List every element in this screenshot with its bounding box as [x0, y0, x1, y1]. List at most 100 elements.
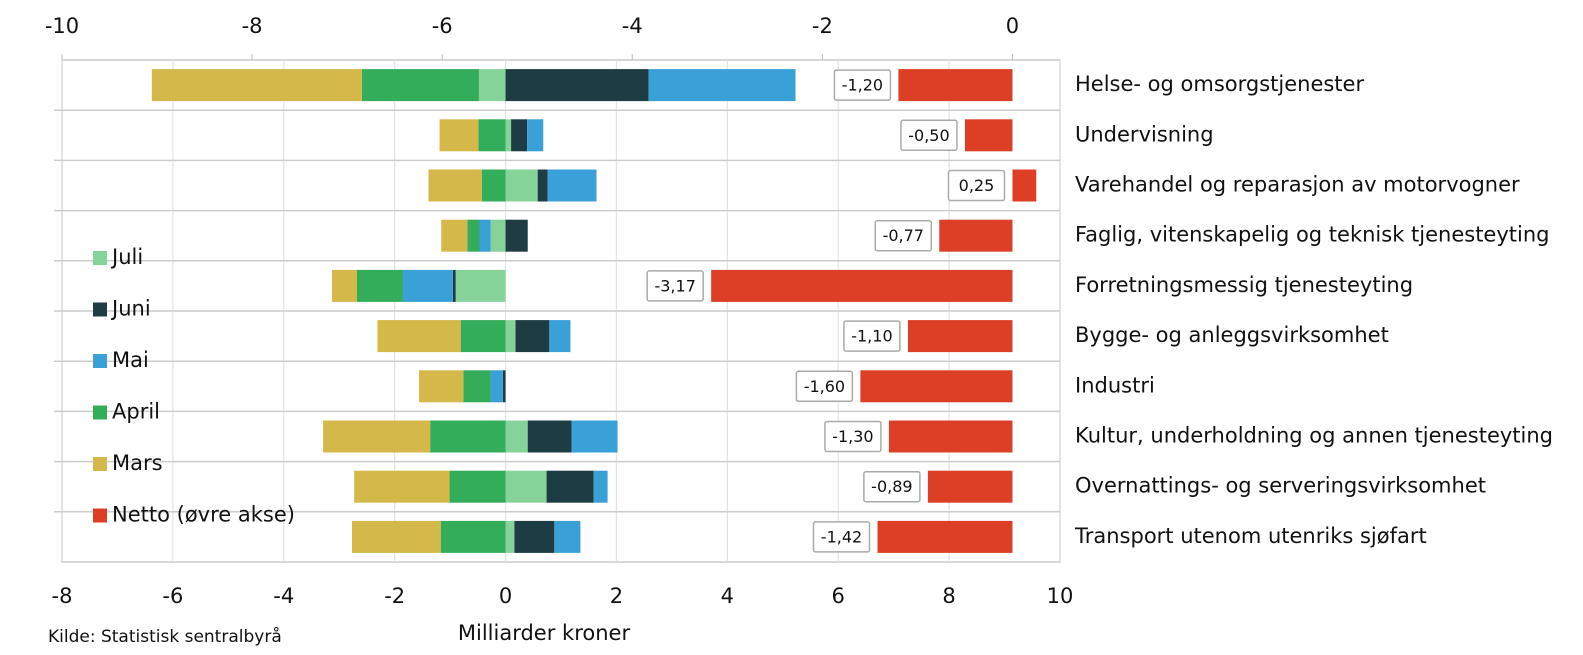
netto-bar	[927, 470, 1013, 503]
value-label-box	[843, 320, 901, 352]
category-label: Transport utenom utenriks sjøfart	[1074, 524, 1427, 548]
legend-swatch	[93, 302, 107, 317]
value-label-box	[874, 219, 933, 252]
value-label: -1,30	[832, 427, 873, 446]
legend-swatch	[93, 251, 107, 265]
bar-segment	[514, 520, 555, 553]
bar-segment	[463, 370, 491, 403]
bar-segment	[515, 320, 550, 353]
bar-segment	[419, 370, 464, 403]
bar-segment	[402, 269, 453, 302]
legend-label: Juli	[110, 245, 143, 269]
value-label-box	[833, 69, 892, 101]
bar-segment	[356, 269, 403, 302]
value-label-box	[646, 270, 704, 302]
bar-segment	[449, 470, 506, 503]
bar-segment	[354, 470, 450, 503]
bar-segment	[554, 520, 581, 553]
value-label: -1,20	[842, 76, 883, 95]
bar-segment	[439, 119, 479, 152]
netto-bar	[898, 69, 1013, 102]
bar-segment	[549, 320, 571, 353]
value-label: -1,42	[821, 527, 862, 546]
bar-segment	[490, 219, 506, 252]
category-label: Bygge- og anleggsvirksomhet	[1075, 323, 1389, 347]
category-label: Varehandel og reparasjon av motorvogner	[1075, 173, 1520, 197]
category-label: Forretningsmessig tjenesteyting	[1075, 273, 1413, 297]
bar-segment	[479, 219, 491, 252]
legend-swatch	[93, 354, 107, 368]
bar-segment	[361, 69, 479, 102]
legend-label: Mai	[112, 348, 149, 372]
bar-segment	[505, 520, 515, 553]
x-axis-label: Milliarder kroner	[458, 621, 631, 645]
value-label-box	[863, 470, 921, 503]
x-tick-label: 10	[1047, 584, 1074, 608]
category-label: Overnattings- og serveringsvirksomhet	[1075, 474, 1486, 498]
netto-bar	[877, 520, 1013, 553]
value-label-box	[947, 169, 1006, 202]
bar-segment	[505, 169, 538, 202]
value-label: -1,10	[851, 327, 892, 346]
legend-label: Mars	[112, 451, 163, 475]
x-tick-label: 8	[942, 584, 955, 608]
bar-segment	[505, 219, 528, 252]
value-label: -1,60	[804, 377, 845, 396]
netto-bar	[711, 269, 1013, 302]
bar-segment	[323, 420, 431, 453]
bar-segment	[467, 219, 480, 252]
bar-segment	[441, 219, 468, 252]
legend-label: April	[112, 400, 160, 424]
netto-bar	[907, 320, 1013, 353]
bar-segment	[527, 420, 572, 453]
value-label: -0,77	[883, 226, 924, 245]
bar-segment	[478, 119, 506, 152]
legend-swatch	[93, 405, 107, 420]
netto-bar	[860, 370, 1013, 403]
bar-segment	[505, 119, 512, 152]
bar-segment	[505, 420, 528, 453]
legend-swatch	[93, 508, 107, 523]
x-tick-label: -6	[162, 584, 183, 608]
netto-bar	[964, 119, 1013, 152]
netto-bar	[1012, 169, 1037, 202]
netto-bar	[888, 420, 1013, 453]
x-tick-label: 4	[721, 584, 734, 608]
value-label-box	[824, 420, 882, 453]
bar-segment	[332, 269, 357, 302]
bar-segment	[428, 169, 482, 202]
x-tick-label: -8	[52, 584, 73, 608]
netto-bar	[939, 219, 1013, 252]
bar-segment	[460, 320, 506, 353]
bar-segment	[546, 470, 594, 503]
bar-segment	[351, 520, 441, 553]
value-label: 0,25	[959, 176, 995, 195]
bar-segment	[537, 169, 548, 202]
value-label-box	[795, 370, 854, 403]
source: Kilde: Statistisk sentralbyrå	[48, 626, 282, 647]
legend-label: Netto (øvre akse)	[112, 503, 295, 527]
category-label: Helse- og omsorgstjenester	[1075, 72, 1364, 96]
x2-tick-label: 0	[1006, 14, 1019, 38]
x-tick-label: 6	[832, 584, 845, 608]
x-tick-label: 0	[499, 584, 512, 608]
bar-segment	[490, 370, 503, 403]
bar-segment	[648, 69, 796, 102]
bar-segment	[527, 119, 544, 152]
legend-swatch	[93, 457, 107, 471]
value-label-box	[900, 119, 958, 152]
x2-tick-label: -4	[622, 14, 643, 38]
bar-segment	[452, 269, 456, 302]
bar-segment	[502, 370, 506, 403]
category-label: Kultur, underholdning og annen tjenestey…	[1075, 424, 1553, 448]
x2-tick-label: -6	[432, 14, 453, 38]
bar-segment	[377, 320, 461, 353]
value-label: -0,89	[871, 477, 912, 496]
value-label-box	[812, 521, 871, 553]
x-tick-label: -4	[273, 584, 294, 608]
bar-segment	[547, 169, 597, 202]
legend-label: Juni	[110, 297, 151, 321]
bar-segment	[505, 320, 516, 353]
category-label: Faglig, vitenskapelig og teknisk tjenest…	[1075, 223, 1550, 247]
